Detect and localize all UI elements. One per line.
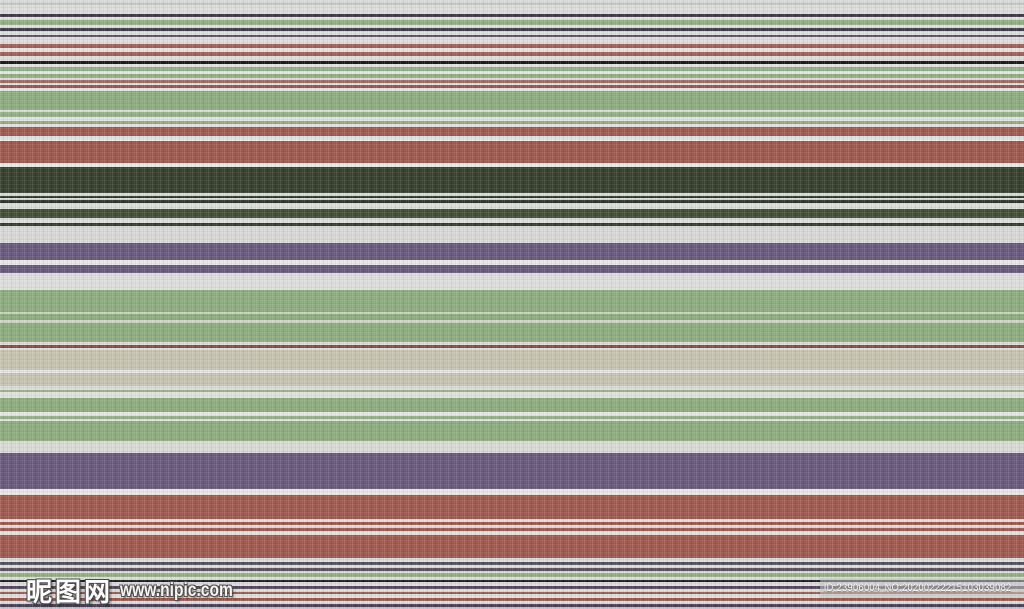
- stripe: [0, 260, 1024, 265]
- stripe: [0, 345, 1024, 348]
- stripe: [0, 139, 1024, 141]
- stripe: [0, 127, 1024, 136]
- stripe: [0, 91, 1024, 110]
- stripe: [0, 412, 1024, 416]
- stripe: [0, 83, 1024, 85]
- stripe: [0, 117, 1024, 121]
- stripe: [0, 80, 1024, 83]
- stripe: [0, 223, 1024, 226]
- stripe: [0, 594, 1024, 598]
- stripe: [0, 535, 1024, 558]
- stripe: [0, 519, 1024, 522]
- stripe: [0, 112, 1024, 117]
- stripe: [0, 565, 1024, 568]
- stripe: [0, 558, 1024, 562]
- stripe: [0, 582, 1024, 586]
- stripe: [0, 193, 1024, 196]
- stripe: [0, 290, 1024, 312]
- stripe: [0, 495, 1024, 519]
- stripe: [0, 71, 1024, 74]
- stripe: [0, 200, 1024, 203]
- stripe: [0, 489, 1024, 495]
- stripe: [0, 17, 1024, 20]
- stripe: [0, 52, 1024, 56]
- stripe: [0, 390, 1024, 392]
- stripe: [0, 48, 1024, 52]
- stripe: [0, 196, 1024, 198]
- stripe: [0, 78, 1024, 80]
- stripe: [0, 398, 1024, 412]
- stripe: [0, 64, 1024, 67]
- stripe: [0, 421, 1024, 441]
- stripe: [0, 589, 1024, 592]
- stripe: [0, 226, 1024, 243]
- stripe: [0, 528, 1024, 531]
- stripe: [0, 20, 1024, 25]
- stripe: [0, 88, 1024, 91]
- stripe: [0, 323, 1024, 342]
- stripe: [0, 14, 1024, 17]
- stripe: [0, 592, 1024, 594]
- stripe: [0, 0, 1024, 3]
- stripe: [0, 419, 1024, 421]
- stripe: [0, 141, 1024, 163]
- stripe: [0, 85, 1024, 88]
- stripe: [0, 586, 1024, 589]
- stripe: [0, 265, 1024, 273]
- stripe: [0, 218, 1024, 223]
- stripe: [0, 74, 1024, 78]
- stripe: [0, 44, 1024, 48]
- stripe: [0, 31, 1024, 35]
- stripe: [0, 273, 1024, 290]
- stripe: [0, 163, 1024, 167]
- stripe: [0, 342, 1024, 345]
- stripe: [0, 577, 1024, 580]
- stripe: [0, 531, 1024, 535]
- stripe: [0, 61, 1024, 64]
- stripe: [0, 373, 1024, 386]
- stripe: [0, 392, 1024, 398]
- stripe: [0, 607, 1024, 609]
- stripe: [0, 601, 1024, 604]
- stripe: [0, 370, 1024, 373]
- stripe: [0, 209, 1024, 218]
- stripe: [0, 525, 1024, 528]
- stripe: [0, 28, 1024, 31]
- stripe: [0, 453, 1024, 489]
- stripe: [0, 312, 1024, 314]
- stripe: [0, 416, 1024, 419]
- stripe: [0, 121, 1024, 124]
- stripe: [0, 350, 1024, 370]
- stripe: [0, 522, 1024, 525]
- stripe: [0, 320, 1024, 323]
- stripe: [0, 598, 1024, 601]
- stripe: [0, 136, 1024, 139]
- stripe: [0, 562, 1024, 565]
- stripe: [0, 441, 1024, 453]
- stripe: [0, 110, 1024, 112]
- stripe: [0, 243, 1024, 260]
- stripe: [0, 203, 1024, 209]
- stripe: [0, 580, 1024, 582]
- stripe: [0, 25, 1024, 28]
- stripe: [0, 573, 1024, 577]
- stripe: [0, 198, 1024, 200]
- stripe: [0, 167, 1024, 193]
- stripe: [0, 314, 1024, 320]
- stripe: [0, 571, 1024, 573]
- stripe: [0, 67, 1024, 71]
- stripe: [0, 124, 1024, 127]
- stripe: [0, 5, 1024, 14]
- stripe: [0, 3, 1024, 5]
- stripe: [0, 604, 1024, 607]
- stripe: [0, 386, 1024, 390]
- stripe: [0, 56, 1024, 61]
- stripe: [0, 568, 1024, 571]
- stripe: [0, 37, 1024, 44]
- stripe: [0, 348, 1024, 350]
- stripe: [0, 35, 1024, 37]
